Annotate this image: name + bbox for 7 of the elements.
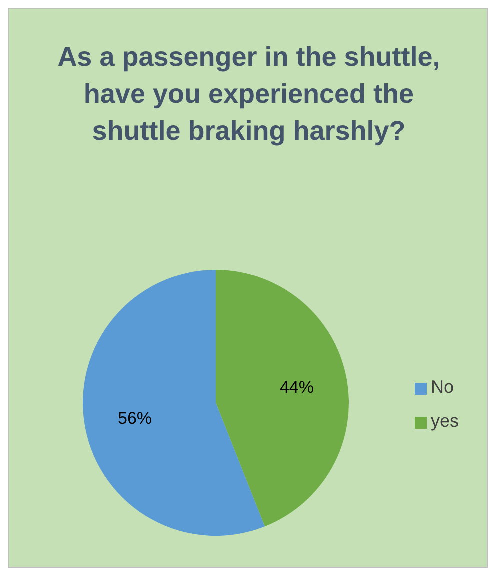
- data-label: 56%: [118, 408, 152, 428]
- chart-title: As a passenger in the shuttle, have you experienced the shuttle braking harshly?: [56, 41, 442, 148]
- pie-slice: [83, 270, 265, 536]
- legend-label: No: [430, 377, 454, 397]
- pie-slice: [216, 270, 349, 527]
- data-label: 44%: [280, 378, 314, 398]
- legend-label: yes: [430, 411, 459, 431]
